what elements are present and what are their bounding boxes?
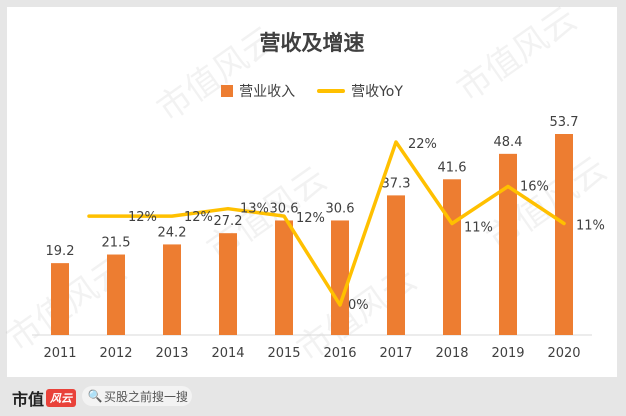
x-tick-label-2017: 2017 (379, 346, 412, 361)
chart-plot: 19.2 2011 21.5 2012 24.2 2013 27.2 2014 30.6 2015… (32, 115, 605, 361)
bar-label-2013: 24.2 (158, 225, 187, 240)
x-tick-label-2014: 2014 (211, 346, 244, 361)
bar-revenue-2015 (275, 220, 293, 335)
bar-revenue-2019 (499, 153, 517, 335)
line-label-2016: 0% (348, 298, 369, 313)
line-label-2019: 16% (520, 179, 549, 194)
x-tick-label-2013: 2013 (155, 346, 188, 361)
bar-label-2015: 30.6 (270, 201, 299, 216)
legend-swatch-yoy (317, 89, 346, 93)
bar-revenue-2013 (163, 244, 181, 335)
legend-swatch-revenue (221, 85, 234, 97)
line-label-2012: 12% (128, 210, 157, 225)
line-label-2015: 12% (296, 211, 325, 226)
bar-revenue-2014 (219, 233, 237, 335)
chart-legend: 营业收入 营收YoY (7, 81, 617, 101)
bar-label-2020: 53.7 (550, 115, 579, 130)
bar-label-2016: 30.6 (326, 201, 355, 216)
bar-revenue-2018 (443, 179, 461, 335)
bar-revenue-2016 (331, 220, 349, 335)
x-tick-label-2018: 2018 (435, 346, 468, 361)
bar-revenue-2020 (555, 134, 573, 335)
x-tick-label-2016: 2016 (323, 346, 356, 361)
bar-label-2011: 19.2 (46, 244, 75, 259)
brand-badge: 风云 (46, 389, 77, 407)
bar-label-2012: 21.5 (102, 236, 131, 251)
bar-revenue-2012 (107, 254, 125, 335)
x-tick-label-2011: 2011 (43, 346, 76, 361)
line-label-2017: 22% (408, 137, 437, 152)
bar-label-2019: 48.4 (494, 135, 523, 150)
legend-label-yoy: 营收YoY (351, 84, 403, 100)
search-text: 买股之前搜一搜 (104, 389, 189, 404)
footer-bar: 市值 风云 🔍 买股之前搜一搜 (0, 380, 626, 416)
brand-name: 市值 (12, 390, 45, 409)
line-label-2020: 11% (576, 219, 605, 234)
x-tick-label-2020: 2020 (547, 346, 580, 361)
legend-item-revenue: 营业收入 (221, 81, 295, 101)
brand-logo: 市值 风云 (12, 386, 77, 410)
line-label-2013: 12% (184, 210, 213, 225)
bar-revenue-2011 (51, 263, 69, 335)
legend-item-yoy: 营收YoY (317, 81, 403, 101)
bar-label-2014: 27.2 (214, 214, 243, 229)
chart-title: 营收及增速 (259, 31, 365, 55)
line-label-2014: 13% (240, 202, 269, 217)
x-tick-label-2019: 2019 (491, 346, 524, 361)
line-yoy (87, 140, 566, 307)
line-label-2018: 11% (464, 221, 493, 236)
legend-label-revenue: 营业收入 (239, 84, 296, 100)
x-tick-label-2015: 2015 (267, 346, 300, 361)
x-tick-label-2012: 2012 (99, 346, 132, 361)
chart-card: 市值风云 市值风云 市值风云 市值风云 市值风云 市值风云 营收及增速 营业收入… (0, 0, 617, 377)
bar-revenue-2017 (387, 195, 405, 335)
search-icon: 🔍 (87, 389, 103, 403)
search-box[interactable]: 🔍 买股之前搜一搜 (82, 386, 192, 406)
bar-label-2017: 37.3 (382, 176, 411, 191)
bar-label-2018: 41.6 (438, 160, 467, 175)
